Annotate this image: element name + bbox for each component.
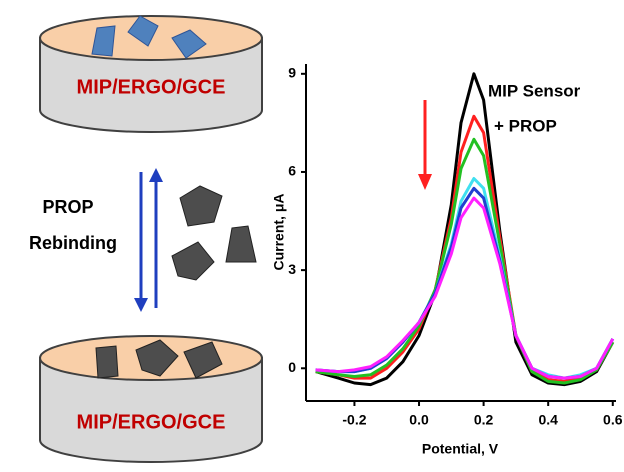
top-electrode	[39, 15, 263, 133]
decrease-arrowhead	[418, 174, 432, 190]
line-series	[315, 177, 615, 380]
template-molecules	[171, 185, 257, 281]
line-series	[315, 196, 615, 380]
prop-text: PROP	[42, 197, 93, 217]
line-series	[315, 137, 615, 385]
line-series	[315, 72, 615, 387]
line-series	[315, 186, 615, 380]
bottom-label: MIP/ERGO/GCE	[77, 411, 226, 433]
x-tick-label: 0.0	[409, 412, 429, 428]
bottom-electrode	[39, 335, 263, 463]
y-axis-label: Current, μA	[271, 193, 287, 270]
x-tick-label: -0.2	[342, 412, 366, 428]
x-axis-label: Potential, V	[422, 441, 499, 457]
exchange-arrows	[134, 168, 163, 312]
x-tick-label: 0.6	[603, 412, 623, 428]
y-tick-label: 3	[288, 261, 296, 277]
y-tick-label: 9	[288, 65, 296, 81]
annotation: + PROP	[494, 116, 557, 135]
y-tick-label: 0	[288, 359, 296, 375]
y-tick-label: 6	[288, 163, 296, 179]
line-series	[315, 114, 615, 383]
x-tick-label: 0.4	[538, 412, 558, 428]
annotation: MIP Sensor	[488, 81, 581, 100]
x-tick-label: 0.2	[474, 412, 494, 428]
top-label: MIP/ERGO/GCE	[77, 76, 226, 98]
rebinding-text: Rebinding	[29, 233, 117, 253]
